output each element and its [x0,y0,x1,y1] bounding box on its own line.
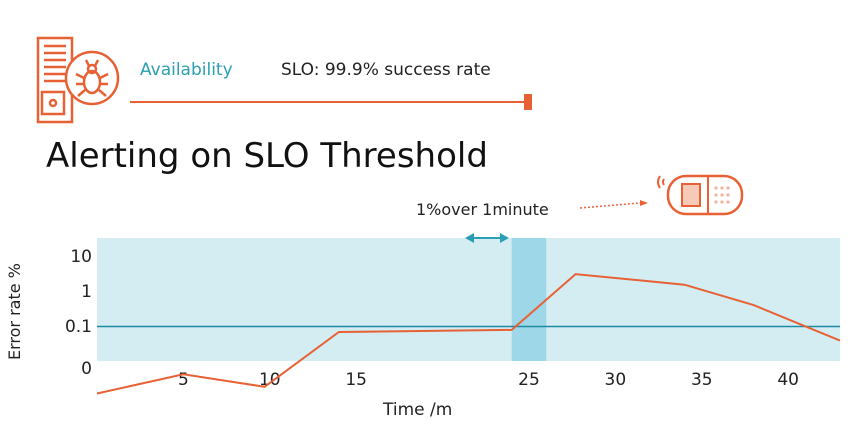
server-bug-icon [36,36,120,124]
x-tick-label: 15 [345,370,367,390]
x-tick-label: 30 [605,370,627,390]
y-axis-ticks: 0 0.1 1 10 [65,247,92,379]
y-tick-label: 1 [81,282,92,302]
pager-icon [579,174,744,216]
error-rate-chart: 5 10 15 25 30 35 40 0 0.1 1 10 [65,233,841,395]
x-tick-label: 35 [691,370,713,390]
x-tick-label: 40 [777,370,799,390]
y-tick-label: 0.1 [65,317,92,337]
error-rate-line [96,273,841,395]
slo-bar-end [524,94,532,110]
x-axis-ticks: 5 10 15 25 30 35 40 [178,370,799,390]
x-tick-label: 25 [518,370,540,390]
window-band [511,238,547,361]
x-tick-label: 5 [178,370,189,390]
y-tick-label: 10 [70,247,92,267]
window-label: 1%over 1minute [416,200,549,219]
window-arrow [465,233,509,243]
x-axis-label: Time /m [383,400,453,420]
page-title: Alerting on SLO Threshold [46,136,488,176]
plot-area [97,238,840,361]
x-tick-label: 10 [259,370,281,390]
slo-label: SLO: 99.9% success rate [281,60,491,80]
slo-bar [130,101,528,103]
y-tick-label: 0 [81,359,92,379]
y-axis-label: Error rate % [5,263,24,360]
availability-label: Availability [140,60,233,80]
